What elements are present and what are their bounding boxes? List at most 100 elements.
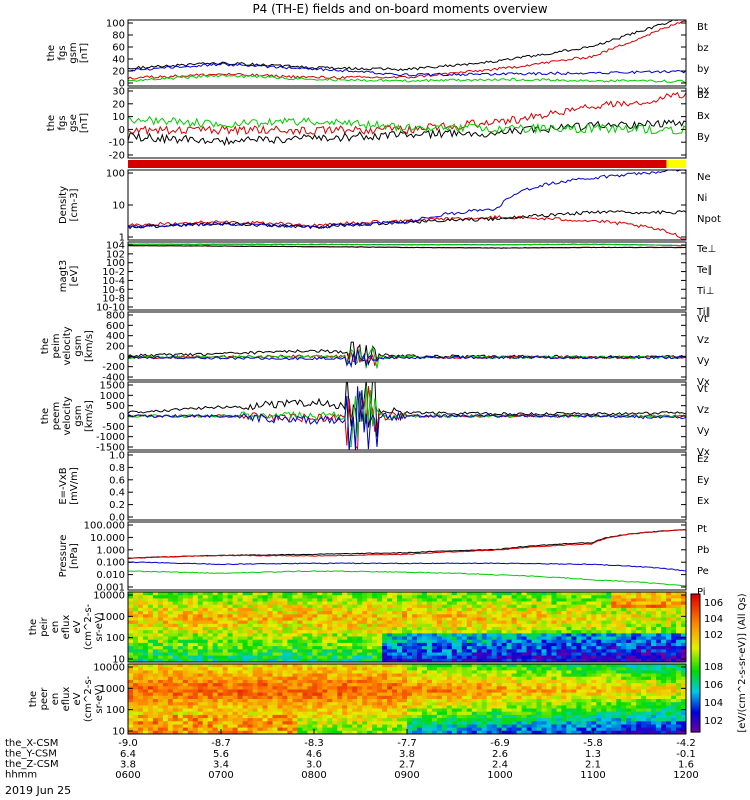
spectrogram-cell xyxy=(531,646,538,650)
spectrogram-cell xyxy=(207,623,214,628)
series-line-Ne xyxy=(128,214,686,240)
spectrogram-cell xyxy=(282,655,288,660)
spectrogram-cell xyxy=(611,705,617,710)
spectrogram-cell xyxy=(262,711,269,716)
spectrogram-cell xyxy=(616,686,622,691)
spectrogram-cell xyxy=(466,721,473,726)
spectrogram-cell xyxy=(262,604,269,609)
spectrogram-cell xyxy=(147,642,154,647)
spectrogram-cell xyxy=(471,652,478,657)
spectrogram-cell xyxy=(287,724,293,729)
spectrogram-cell xyxy=(516,676,523,681)
spectrogram-cell xyxy=(197,633,204,638)
spectrogram-cell xyxy=(581,670,587,675)
spectrogram-cell xyxy=(461,633,468,638)
spectrogram-cell xyxy=(631,598,637,603)
spectrogram-cell xyxy=(352,620,358,625)
spectrogram-cell xyxy=(187,592,194,596)
spectrogram-cell xyxy=(566,601,572,606)
spectrogram-cell xyxy=(476,686,483,691)
spectrogram-cell xyxy=(616,714,622,719)
spectrogram-cell xyxy=(172,721,179,726)
spectrogram-cell xyxy=(312,595,318,599)
spectrogram-cell xyxy=(546,627,553,631)
spectrogram-cell xyxy=(128,623,134,628)
spectrogram-cell xyxy=(586,727,592,732)
spectrogram-cell xyxy=(197,721,204,726)
spectrogram-cell xyxy=(307,724,313,729)
spectrogram-cell xyxy=(272,679,279,684)
spectrogram-cell xyxy=(571,642,577,647)
spectrogram-cell xyxy=(257,714,264,719)
spectrogram-cell xyxy=(252,614,259,619)
spectrogram-cell xyxy=(347,721,353,726)
spectrogram-cell xyxy=(182,699,189,703)
spectrogram-cell xyxy=(138,664,144,668)
spectrogram-cell xyxy=(317,721,323,726)
spectrogram-cell xyxy=(392,705,398,710)
spectrogram-cell xyxy=(466,607,473,612)
spectrogram-cell xyxy=(242,679,249,684)
spectrogram-cell xyxy=(352,692,358,697)
spectrogram-cell xyxy=(342,649,348,654)
spectrogram-cell xyxy=(651,655,657,660)
spectrogram-cell xyxy=(407,636,413,641)
spectrogram-cell xyxy=(402,673,408,678)
spectrogram-cell xyxy=(412,683,418,687)
spectrogram-cell xyxy=(262,670,269,675)
spectrogram-cell xyxy=(481,689,488,694)
spectrogram-cell xyxy=(636,617,642,622)
spectrogram-cell xyxy=(412,636,418,641)
legend-Bz: Bz xyxy=(697,90,709,101)
spectrogram-cell xyxy=(152,730,159,734)
legend-Ne: Ne xyxy=(697,172,711,183)
spectrogram-cell xyxy=(257,652,264,657)
spectrogram-cell xyxy=(128,670,134,675)
spectrogram-cell xyxy=(162,652,169,657)
spectrogram-cell xyxy=(297,667,303,671)
spectrogram-cell xyxy=(506,623,513,628)
spectrogram-cell xyxy=(402,642,408,647)
spectrogram-cell xyxy=(177,721,184,726)
spectrogram-cell xyxy=(227,623,234,628)
spectrogram-cell xyxy=(172,639,179,644)
spectrogram-cell xyxy=(302,623,308,628)
spectrogram-cell xyxy=(187,679,194,684)
spectrogram-cell xyxy=(317,617,323,622)
spectrogram-cell xyxy=(402,695,408,700)
spectrogram-cell xyxy=(626,627,632,631)
spectrogram-cell xyxy=(337,614,343,619)
spectrogram-cell xyxy=(167,649,174,654)
spectrogram-cell xyxy=(232,664,239,668)
spectrogram-cell xyxy=(596,705,602,710)
spectrogram-cell xyxy=(586,721,592,726)
spectrogram-cell xyxy=(197,623,204,628)
spectrogram-cell xyxy=(262,598,269,603)
spectrogram-cell xyxy=(152,702,159,706)
spectrogram-cell xyxy=(337,623,343,628)
spectrogram-cell xyxy=(272,595,279,599)
spectrogram-cell xyxy=(661,630,667,634)
y-tick-label: 20 xyxy=(112,99,125,110)
spectrogram-cell xyxy=(601,670,607,675)
spectrogram-cell xyxy=(491,592,498,596)
spectrogram-cell xyxy=(581,708,587,713)
spectrogram-cell xyxy=(247,670,254,675)
spectrogram-cell xyxy=(242,620,249,625)
spectrogram-cell xyxy=(177,607,184,612)
spectrogram-cell xyxy=(601,714,607,719)
spectrogram-cell xyxy=(556,670,563,675)
spectrogram-cell xyxy=(162,639,169,644)
spectrogram-cell xyxy=(377,655,383,660)
spectrogram-cell xyxy=(387,730,393,734)
spectrogram-cell xyxy=(631,636,637,641)
spectrogram-cell xyxy=(312,670,318,675)
spectrogram-cell xyxy=(247,708,254,713)
spectrogram-cell xyxy=(451,646,458,650)
spectrogram-cell xyxy=(227,667,234,671)
spectrogram-cell xyxy=(631,652,637,657)
spectrogram-cell xyxy=(531,614,538,619)
spectrogram-cell xyxy=(262,623,269,628)
spectrogram-cell xyxy=(212,655,219,660)
spectrogram-cell xyxy=(426,630,433,634)
